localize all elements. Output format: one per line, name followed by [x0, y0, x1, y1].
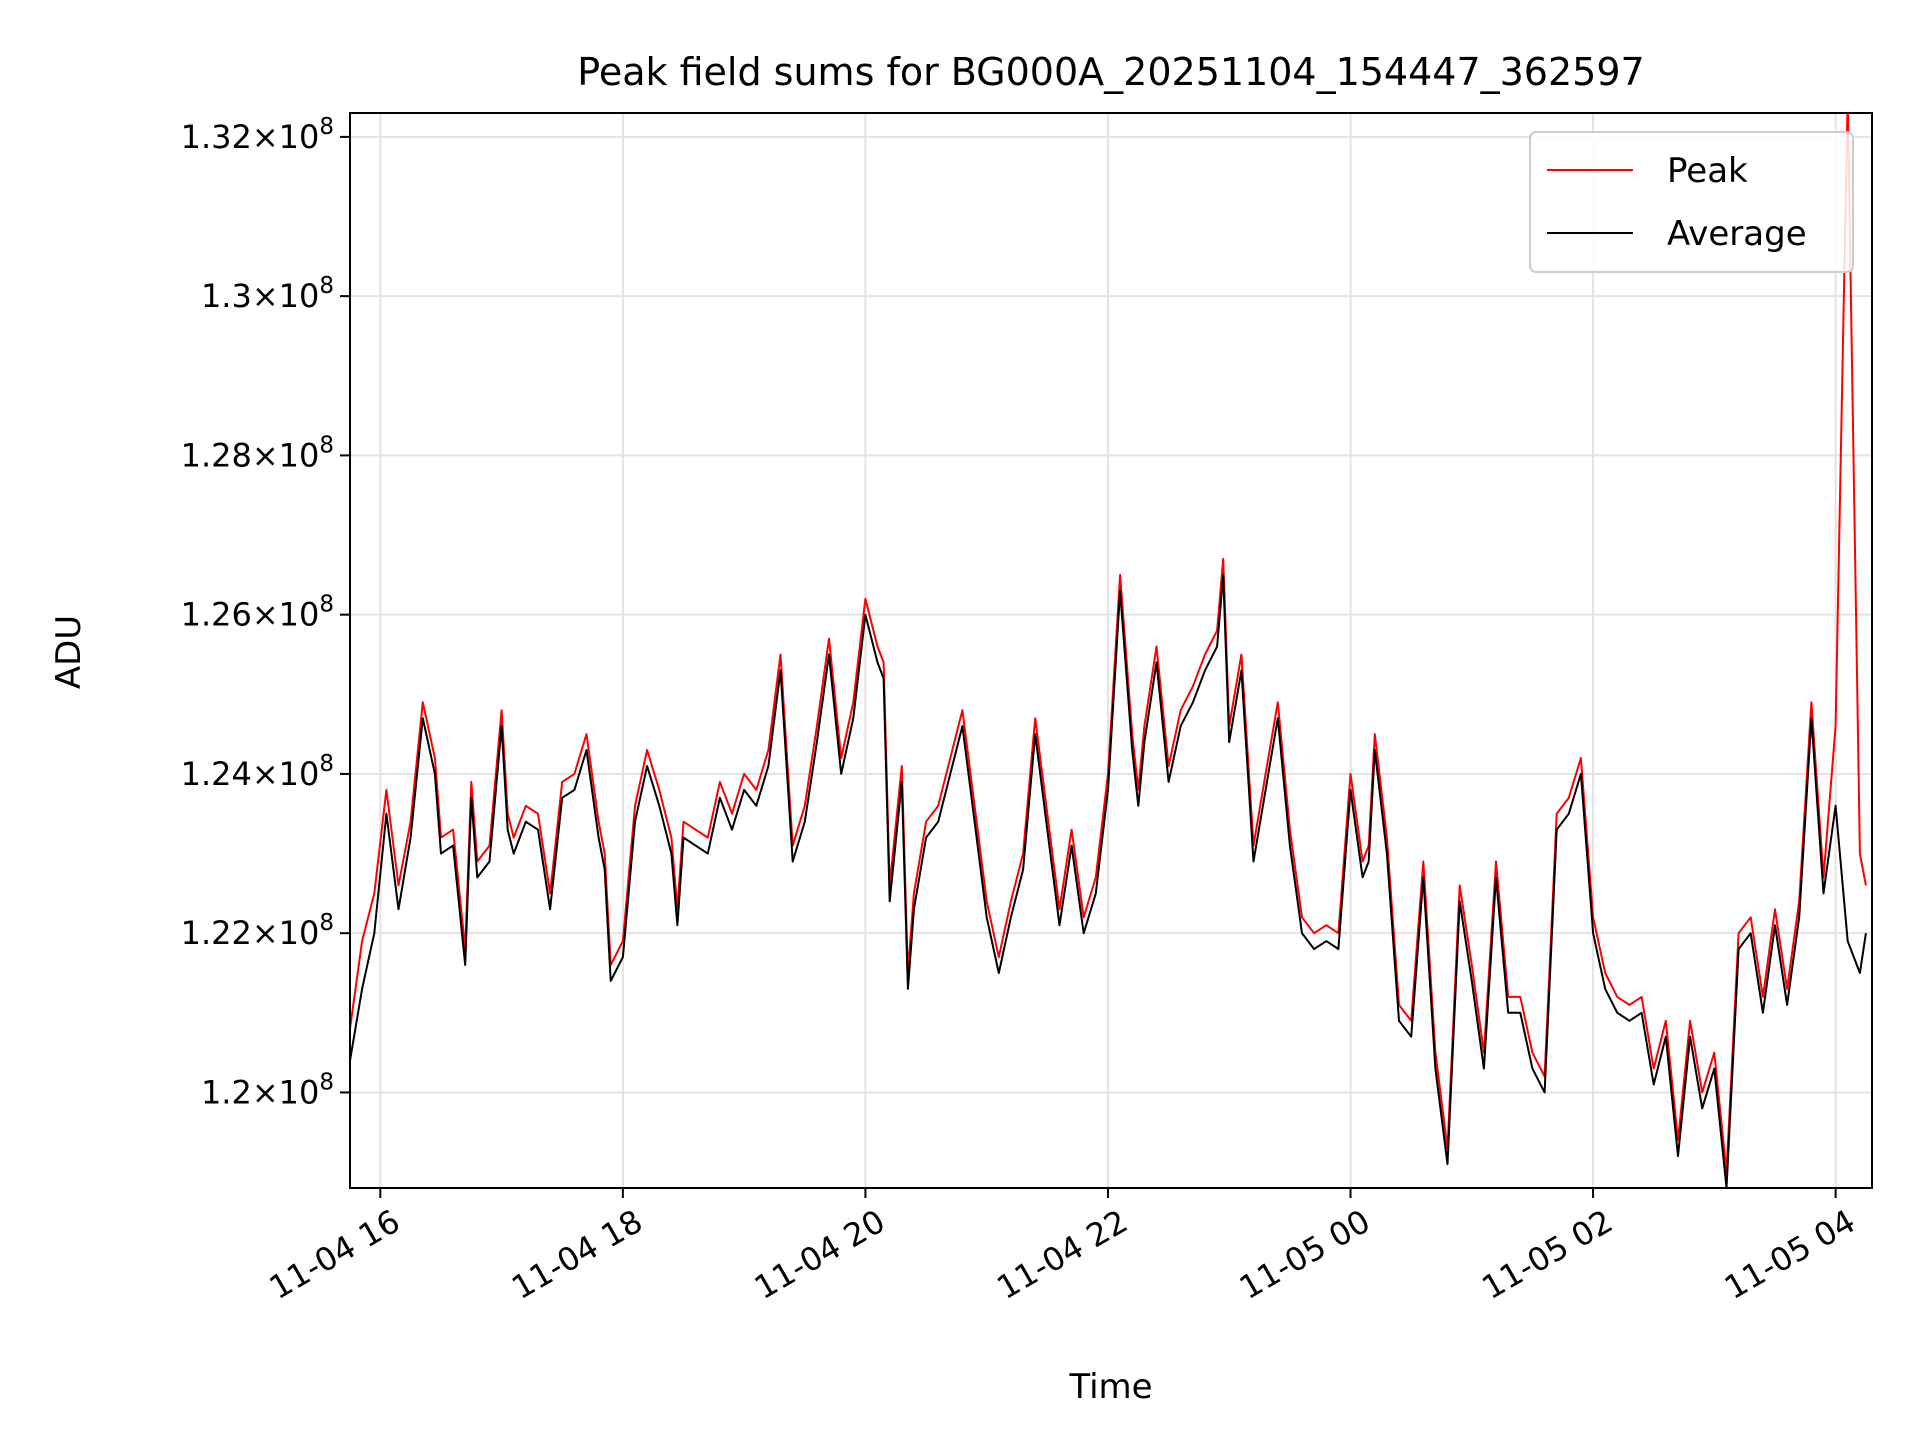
- y-tick-label: 1.24×108: [181, 751, 334, 793]
- plot-frame: [349, 112, 1873, 1189]
- series-line-peak: [350, 113, 1867, 1174]
- y-tick-label: 1.32×108: [181, 114, 334, 156]
- legend-average-label: Average: [1667, 214, 1807, 254]
- legend-peak-label: Peak: [1667, 151, 1748, 191]
- series-lines: [350, 113, 1867, 1188]
- grid: [350, 113, 1872, 1188]
- legend-box: [1529, 131, 1854, 273]
- y-axis-label: ADU: [49, 615, 89, 689]
- y-tick-label: 1.26×108: [181, 592, 334, 634]
- y-tick-label: 1.3×108: [201, 273, 334, 315]
- y-tick-label: 1.28×108: [181, 432, 334, 474]
- y-axis: 1.2×108 1.22×108 1.24×108 1.26×108 1.28×108 1…: [181, 114, 350, 1111]
- chart-title: Peak field sums for BG000A_20251104_1544…: [577, 50, 1644, 94]
- series-line-average: [350, 573, 1867, 1188]
- y-tick-label: 1.22×108: [181, 910, 334, 952]
- y-tick-label: 1.2×108: [201, 1069, 334, 1111]
- x-axis-label: Time: [1068, 1367, 1152, 1407]
- legend: Peak Average: [1529, 131, 1854, 273]
